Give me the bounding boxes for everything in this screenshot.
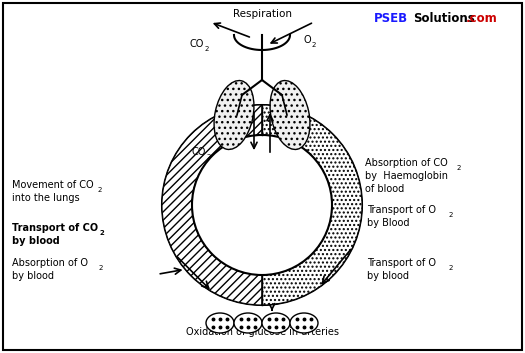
Ellipse shape: [262, 313, 290, 333]
Text: PSEB: PSEB: [374, 12, 408, 24]
Ellipse shape: [270, 80, 310, 149]
Text: 2: 2: [304, 149, 308, 155]
Text: of blood: of blood: [365, 184, 404, 194]
Text: Absorption of CO: Absorption of CO: [365, 158, 448, 168]
Text: by blood: by blood: [12, 236, 60, 246]
Text: 2: 2: [100, 230, 105, 236]
Text: Absorption of O: Absorption of O: [12, 258, 88, 268]
Text: Oxidation of glucose in arteries: Oxidation of glucose in arteries: [185, 327, 339, 337]
Text: by blood: by blood: [12, 271, 54, 281]
Text: 2: 2: [449, 265, 454, 271]
Text: .com: .com: [466, 12, 498, 24]
Text: Transport of O: Transport of O: [367, 205, 436, 215]
Text: CO: CO: [190, 39, 204, 49]
Text: into the lungs: into the lungs: [12, 193, 80, 203]
Circle shape: [192, 135, 332, 275]
Text: Transport of O: Transport of O: [367, 258, 436, 268]
Text: 2: 2: [457, 165, 461, 171]
Text: Respiration: Respiration: [233, 9, 291, 19]
Text: 2: 2: [207, 154, 212, 160]
Text: Lungs: Lungs: [234, 160, 262, 170]
Text: by blood: by blood: [367, 271, 409, 281]
Text: O: O: [295, 142, 302, 152]
Wedge shape: [262, 105, 362, 305]
Text: by  Haemoglobin: by Haemoglobin: [365, 171, 448, 181]
Text: CO: CO: [192, 147, 206, 157]
Text: Movement of CO: Movement of CO: [12, 180, 93, 190]
Text: 2: 2: [98, 187, 102, 193]
Text: 2: 2: [449, 212, 454, 218]
Circle shape: [162, 105, 362, 305]
Text: by Blood: by Blood: [367, 218, 410, 228]
Text: Transport of CO: Transport of CO: [12, 223, 98, 233]
Ellipse shape: [214, 80, 254, 149]
Text: 2: 2: [312, 42, 317, 48]
Wedge shape: [162, 105, 262, 305]
Ellipse shape: [290, 313, 318, 333]
Text: Solutions: Solutions: [413, 12, 475, 24]
Ellipse shape: [206, 313, 234, 333]
Text: 2: 2: [205, 46, 209, 52]
Text: 2: 2: [99, 265, 103, 271]
Text: O: O: [303, 35, 311, 45]
Ellipse shape: [234, 313, 262, 333]
